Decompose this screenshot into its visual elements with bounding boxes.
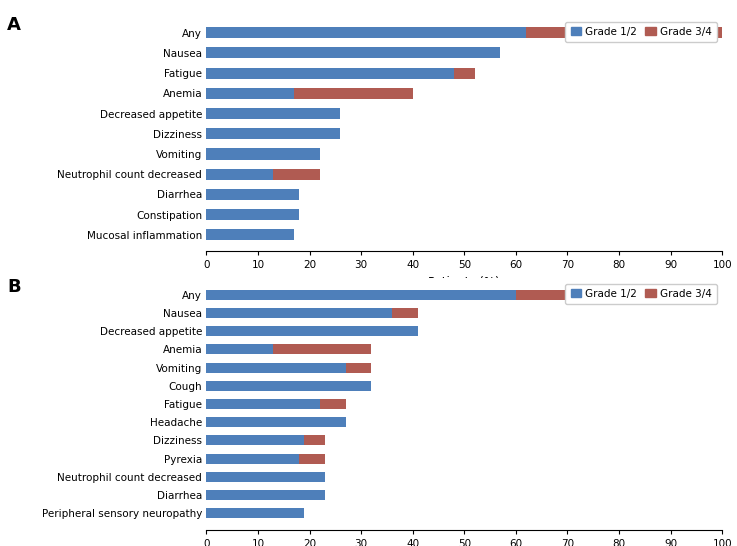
Bar: [304, 435, 325, 446]
Bar: [320, 399, 346, 409]
Bar: [206, 308, 392, 318]
Bar: [392, 308, 418, 318]
Bar: [526, 27, 722, 38]
Bar: [294, 88, 413, 99]
Bar: [273, 169, 320, 180]
Bar: [206, 363, 346, 373]
Bar: [206, 435, 304, 446]
Bar: [206, 88, 294, 99]
Bar: [206, 472, 325, 482]
Bar: [273, 345, 371, 354]
Bar: [206, 490, 325, 500]
Text: B: B: [7, 278, 21, 296]
Bar: [206, 68, 454, 79]
Bar: [206, 229, 294, 240]
Bar: [206, 128, 340, 139]
Bar: [206, 209, 299, 220]
Bar: [454, 68, 475, 79]
Bar: [346, 363, 371, 373]
Bar: [206, 454, 299, 464]
Bar: [206, 169, 273, 180]
X-axis label: Patients (%): Patients (%): [428, 276, 500, 289]
Bar: [206, 345, 273, 354]
Bar: [206, 189, 299, 200]
Bar: [206, 508, 304, 518]
Bar: [206, 327, 418, 336]
Legend: Grade 1/2, Grade 3/4: Grade 1/2, Grade 3/4: [565, 284, 717, 304]
Bar: [516, 290, 696, 300]
Bar: [206, 48, 500, 58]
Bar: [299, 454, 325, 464]
Bar: [206, 108, 340, 119]
Bar: [206, 149, 320, 159]
Bar: [206, 27, 526, 38]
Bar: [206, 417, 346, 427]
Text: A: A: [7, 16, 21, 34]
Bar: [206, 290, 516, 300]
Legend: Grade 1/2, Grade 3/4: Grade 1/2, Grade 3/4: [565, 22, 717, 42]
Bar: [206, 381, 371, 391]
Bar: [206, 399, 320, 409]
